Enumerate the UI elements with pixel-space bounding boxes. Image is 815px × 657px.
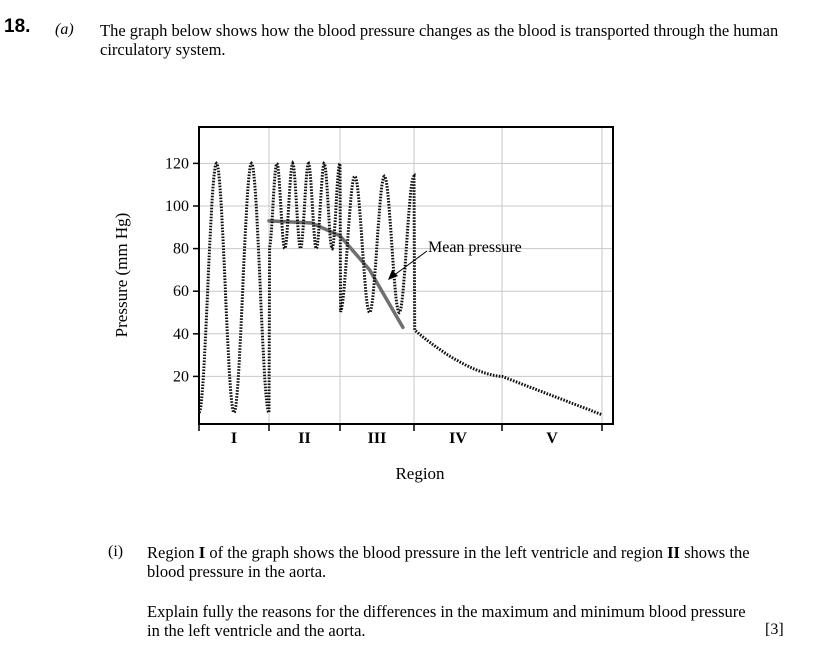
annotation-arrowhead [388,270,398,280]
region-two-bold: II [667,543,680,562]
y-axis-title: Pressure (mm Hg) [112,213,131,338]
y-tick-label: 120 [165,155,189,172]
mean-pressure-line [267,219,405,330]
region-label: III [368,430,387,447]
chart-grid [199,127,613,424]
y-tick-label: 60 [173,283,189,300]
pressure-curve [197,160,603,417]
region-label: V [546,430,558,447]
marks-allocation: [3] [765,621,784,638]
region-label: I [231,430,237,447]
part-i-statement: Region I of the graph shows the blood pr… [147,543,789,581]
y-tick-label: 20 [173,368,189,385]
region-label: IV [449,430,467,447]
annotation-pointer [392,250,428,277]
part-i-label: (i) [108,543,124,560]
question-intro: The graph below shows how the blood pres… [100,21,779,59]
statement-text-a: Region [147,543,199,562]
question-number: 18. [4,16,31,37]
y-tick-label: 100 [165,198,189,215]
y-tick-label: 40 [173,326,189,343]
mean-pressure-label: Mean pressure [428,239,522,256]
statement-text-c: shows the blood pressure in the aorta. [147,543,750,581]
x-axis-title: Region [395,464,445,483]
plot-frame [198,126,614,425]
y-tick-label: 80 [173,241,189,258]
statement-text-b: of the graph shows the blood pressure in… [205,543,668,562]
region-one-bold: I [198,543,206,562]
region-label: II [298,430,310,447]
part-i-instruction: Explain fully the reasons for the differ… [147,602,746,640]
question-part-label: (a) [55,21,74,38]
